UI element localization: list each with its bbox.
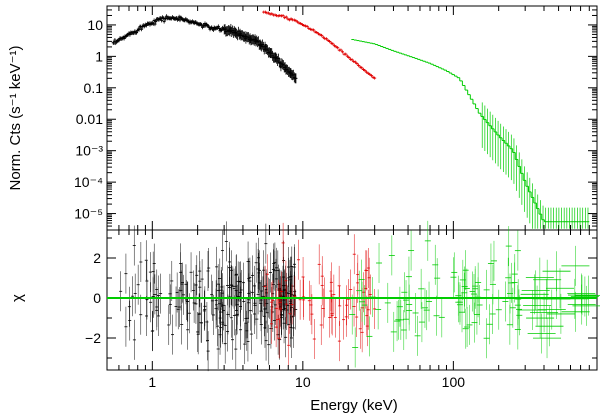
x-tick-label: 1	[148, 374, 156, 390]
residual-series-black	[119, 221, 298, 372]
bottom-y-tick-label: −2	[85, 330, 101, 346]
bottom-y-tick-label: 2	[93, 250, 101, 266]
top-y-tick-label: 0.01	[76, 111, 103, 127]
top-y-axis-label: Norm. Cts (s⁻¹ keV⁻¹)	[7, 45, 24, 190]
x-tick-label: 100	[442, 374, 466, 390]
top-y-tick-label: 10⁻⁴	[74, 174, 103, 190]
top-y-tick-label: 10⁻⁵	[74, 206, 103, 222]
top-y-tick-label: 10⁻³	[75, 143, 103, 159]
top-y-tick-label: 1	[95, 48, 103, 64]
x-tick-label: 10	[295, 374, 311, 390]
residual-series-green	[349, 220, 600, 368]
top-panel: 10 1 0.1 0.01 10⁻³ 10⁻⁴ 10⁻⁵	[74, 5, 598, 231]
bottom-plot-frame	[106, 229, 598, 371]
x-axis-label: Energy (keV)	[310, 397, 398, 414]
top-y-tick-label: 10	[87, 17, 103, 33]
bottom-y-axis-label: χ	[9, 294, 26, 302]
bottom-y-tick-label: 0	[93, 290, 101, 306]
top-y-tick-label: 0.1	[84, 80, 104, 96]
bottom-panel: 2 0 −2 1 10 100	[85, 220, 600, 390]
spectrum-series-red	[262, 10, 377, 80]
spectrum-series-green	[351, 39, 590, 229]
spectrum-series-black	[111, 14, 298, 84]
